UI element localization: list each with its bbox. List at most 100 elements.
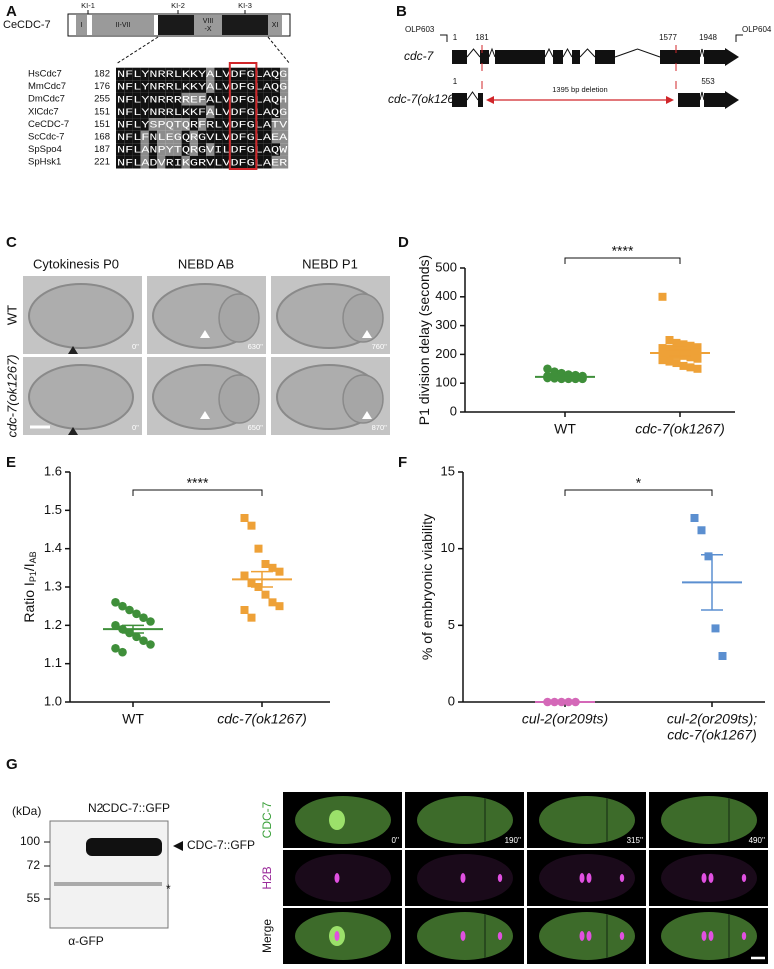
residue-shade — [247, 130, 256, 144]
residue-shade — [140, 143, 149, 156]
chromatin — [701, 931, 707, 941]
zoom-line — [267, 36, 291, 65]
chromatin — [741, 932, 747, 940]
kinase-insert-label: KI-3 — [238, 1, 252, 10]
intron — [579, 48, 596, 58]
residue-shade — [271, 80, 280, 93]
residue-shade — [173, 118, 182, 131]
exon — [478, 93, 483, 107]
chromatin — [701, 873, 707, 883]
residue-shade — [255, 80, 264, 93]
residue-shade — [165, 67, 174, 81]
residue-shade — [148, 130, 157, 144]
residue-shade — [247, 155, 256, 169]
residue-shade — [214, 92, 223, 106]
chromatin — [497, 932, 503, 940]
residue-shade — [148, 143, 157, 156]
chromatin — [334, 873, 340, 883]
primer-label: OLP604 — [742, 25, 772, 34]
residue-shade — [222, 105, 231, 119]
residue-shade — [181, 92, 190, 106]
time-stamp: 650'' — [248, 423, 264, 432]
residue-shade — [132, 67, 141, 81]
deletion-head — [666, 96, 674, 104]
residue-shade — [181, 130, 190, 144]
x-tick-label: cul-2(or209ts) — [522, 711, 608, 727]
sequence: NFLYNRRRREFALVDFGLAQH — [117, 95, 287, 106]
residue-shade — [222, 143, 231, 156]
residue-shade — [140, 67, 149, 81]
residue-shade — [157, 92, 166, 106]
residue-shade — [157, 130, 166, 144]
residue-shade — [124, 130, 133, 144]
residue-shade — [124, 105, 133, 119]
residue-shade — [206, 67, 215, 81]
species-name: CeCDC-7 — [28, 119, 69, 130]
residue-shade — [271, 143, 280, 156]
residue-shade — [255, 143, 264, 156]
y-tick-label: 1.5 — [44, 502, 62, 517]
residue-shade — [255, 155, 264, 169]
residue-shade — [263, 155, 272, 169]
panel-letter: D — [398, 234, 409, 251]
exon — [595, 50, 615, 64]
residue-shade — [189, 155, 198, 169]
x-tick-label: cdc-7(ok1267) — [635, 421, 725, 437]
data-point — [275, 602, 284, 611]
species-name: XlCdc7 — [28, 106, 59, 117]
chromatin — [460, 931, 466, 941]
y-axis-label-part: Ratio I — [21, 582, 37, 622]
time-stamp: 0'' — [132, 423, 140, 432]
x-tick-label: WT — [554, 421, 576, 437]
intron — [699, 91, 705, 101]
residue-shade — [214, 143, 223, 156]
time-stamp: 315'' — [627, 836, 644, 845]
y-axis-label-part: % of embryonic viability — [419, 514, 435, 660]
residue-shade — [222, 80, 231, 93]
residue-shade — [116, 67, 125, 81]
time-stamp: 0'' — [391, 836, 399, 845]
residue-shade — [198, 130, 207, 144]
residue-shade — [173, 67, 182, 81]
residue-shade — [116, 118, 125, 131]
residue-start: 187 — [94, 144, 110, 155]
y-tick-label: 1.3 — [44, 578, 62, 593]
residue-start: 168 — [94, 132, 110, 143]
embryo-signal — [539, 796, 635, 844]
data-point — [690, 514, 699, 522]
intron — [562, 47, 573, 58]
residue-shade — [263, 80, 272, 93]
y-tick-label: 100 — [435, 375, 457, 390]
residue-shade — [247, 80, 256, 93]
sequence: NFLYNRRLKKYALVDFGLAQG — [117, 83, 287, 94]
residue-shade — [280, 143, 289, 156]
exon — [452, 50, 467, 64]
y-tick-label: 1.4 — [44, 540, 62, 555]
primer-arrow — [440, 34, 448, 42]
embryo-outline — [295, 854, 391, 902]
residue-shade — [198, 67, 207, 81]
residue-shade — [157, 67, 166, 81]
residue-shade — [222, 67, 231, 81]
species-name: ScCdc-7 — [28, 132, 64, 143]
residue-shade — [198, 155, 207, 169]
residue-shade — [280, 130, 289, 144]
data-point — [247, 521, 256, 530]
chromatin — [497, 874, 503, 882]
channel-label: CDC-7 — [260, 801, 274, 838]
residue-shade — [222, 155, 231, 169]
motif-box — [228, 62, 258, 170]
y-tick-label: 10 — [441, 540, 455, 555]
residue-shade — [173, 130, 182, 144]
residue-shade — [239, 143, 248, 156]
residue-shade — [189, 92, 198, 106]
residue-shade — [140, 80, 149, 93]
arrowhead — [200, 330, 210, 338]
primer-arrow — [735, 34, 743, 42]
exon — [495, 50, 545, 64]
exon — [660, 50, 700, 64]
channel-label: Merge — [260, 919, 274, 953]
chromatin — [586, 873, 592, 883]
data-point — [247, 613, 256, 622]
